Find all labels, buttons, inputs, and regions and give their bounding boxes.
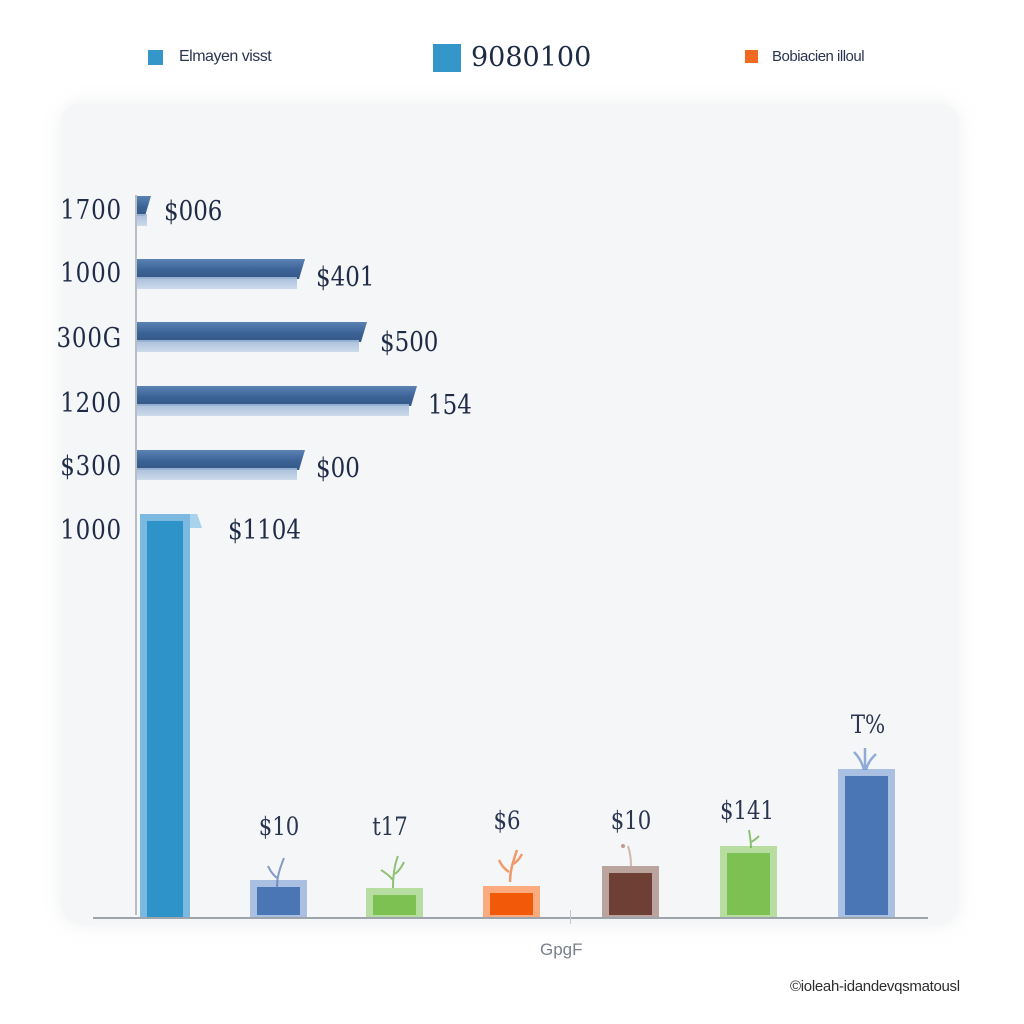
vbar-value-label: t17 <box>372 812 408 841</box>
hbar-2[interactable] <box>137 259 305 289</box>
hbar-value-label: $401 <box>316 262 375 293</box>
sprout-icon <box>853 748 877 771</box>
hbar-value-label: $006 <box>164 196 223 227</box>
x-axis-tick <box>570 910 571 924</box>
y-axis-label: 1200 <box>60 388 122 419</box>
y-axis-label: 300G <box>56 323 122 354</box>
y-axis-label: 1700 <box>60 195 122 226</box>
x-axis-title: GpgF <box>540 940 583 959</box>
chart-legend: Elmayen visst 9080100 Bobiacien illoul <box>0 40 1024 80</box>
vbar-blue-2[interactable] <box>838 769 895 917</box>
legend-item-3[interactable]: Bobiacien illoul <box>745 48 865 65</box>
vbar-blue-1[interactable] <box>250 880 307 917</box>
y-axis-line <box>135 195 137 915</box>
y-axis-label: 1000 <box>60 258 122 289</box>
legend-item-1[interactable]: Elmayen visst <box>148 48 272 66</box>
hbar-value-label: 154 <box>428 390 472 421</box>
hbar-4[interactable] <box>137 386 417 416</box>
y-axis-label: $300 <box>60 451 122 482</box>
plot-area <box>62 104 958 924</box>
vbar-value-label: $6 <box>493 806 521 835</box>
legend-label: 9080100 <box>471 42 592 73</box>
legend-swatch-icon <box>433 43 461 72</box>
legend-item-2[interactable]: 9080100 <box>433 42 591 73</box>
sprout-icon <box>748 829 760 849</box>
legend-label: Bobiacien illoul <box>772 48 865 65</box>
legend-swatch-icon <box>745 50 758 63</box>
watermark: ©ioleah-idandevqsmatousl <box>790 978 960 995</box>
hbar-5[interactable] <box>137 450 305 480</box>
hbar-3[interactable] <box>137 322 367 352</box>
vbar-orange[interactable] <box>483 886 540 917</box>
hbar-1[interactable] <box>137 196 153 226</box>
vbar-value-label: $10 <box>610 806 652 835</box>
vbar-brown[interactable] <box>602 866 659 917</box>
sprout-icon <box>380 855 405 888</box>
vbar-value-label: $10 <box>258 812 300 841</box>
x-axis-line <box>93 917 928 919</box>
y-axis-label: 1000 <box>60 515 122 546</box>
sprout-icon <box>497 849 524 882</box>
hbar-value-label: $500 <box>380 327 439 358</box>
legend-swatch-icon <box>148 49 163 65</box>
hbar-value-label: $00 <box>316 453 360 484</box>
tall-bar-value-label: $1104 <box>228 515 302 546</box>
vbar-tall[interactable] <box>140 514 202 917</box>
sprout-icon <box>621 844 632 867</box>
legend-label: Elmayen visst <box>179 48 272 65</box>
sprout-icon <box>267 857 285 888</box>
vbar-green-1[interactable] <box>366 888 423 917</box>
vbar-value-label: $141 <box>719 796 775 825</box>
vbar-value-label: T% <box>850 710 886 739</box>
vbar-green-2[interactable] <box>720 846 777 917</box>
